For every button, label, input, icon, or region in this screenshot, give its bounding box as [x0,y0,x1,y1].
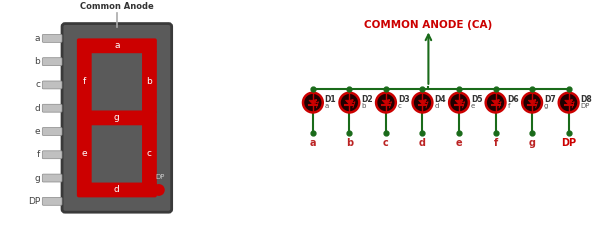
Text: D7: D7 [544,95,556,104]
FancyBboxPatch shape [42,128,62,136]
Text: COMMON ANODE (CA): COMMON ANODE (CA) [364,20,493,30]
Text: d: d [114,185,120,195]
Text: D1: D1 [325,95,336,104]
Polygon shape [419,100,427,105]
Text: f: f [82,77,86,86]
FancyBboxPatch shape [42,174,62,182]
Text: e: e [471,103,475,109]
Polygon shape [528,100,536,105]
Text: DP: DP [28,197,41,206]
Text: g: g [544,103,548,109]
Text: f: f [493,138,498,148]
Polygon shape [345,100,353,105]
Text: f: f [507,103,510,109]
Polygon shape [309,100,317,105]
Text: b: b [147,77,152,86]
FancyBboxPatch shape [142,50,157,114]
Text: a: a [35,34,41,43]
Text: b: b [346,138,353,148]
Circle shape [339,93,359,112]
Polygon shape [491,100,499,105]
Text: a: a [310,138,316,148]
FancyBboxPatch shape [62,24,171,212]
Text: b: b [35,57,41,66]
Text: DP: DP [561,138,576,148]
Text: DP: DP [155,174,164,180]
FancyBboxPatch shape [77,122,92,185]
Circle shape [376,93,396,112]
Text: a: a [325,103,329,109]
Text: c: c [147,149,152,158]
Text: f: f [37,150,41,159]
FancyBboxPatch shape [142,122,157,185]
Text: b: b [361,103,365,109]
Text: g: g [528,138,536,148]
Circle shape [303,93,323,112]
Text: c: c [398,103,402,109]
Circle shape [522,93,542,112]
Polygon shape [455,100,463,105]
Circle shape [485,93,505,112]
Text: D4: D4 [435,95,446,104]
Text: e: e [35,127,41,136]
FancyBboxPatch shape [42,151,62,159]
Circle shape [153,184,165,196]
Text: g: g [114,113,120,122]
Text: D6: D6 [507,95,519,104]
Polygon shape [382,100,390,105]
Text: e: e [81,149,87,158]
Text: DP: DP [581,103,590,109]
FancyBboxPatch shape [77,183,157,197]
FancyBboxPatch shape [77,111,157,125]
Text: D8: D8 [581,95,592,104]
Text: c: c [383,138,389,148]
Text: e: e [456,138,462,148]
Circle shape [413,93,432,112]
Text: g: g [35,174,41,183]
FancyBboxPatch shape [77,50,92,114]
Text: D2: D2 [361,95,373,104]
FancyBboxPatch shape [42,197,62,205]
FancyBboxPatch shape [42,35,62,42]
FancyBboxPatch shape [42,58,62,66]
Text: d: d [435,103,439,109]
FancyBboxPatch shape [77,38,157,53]
FancyBboxPatch shape [42,104,62,112]
Polygon shape [565,100,573,105]
Circle shape [449,93,469,112]
FancyBboxPatch shape [42,81,62,89]
Text: d: d [35,104,41,113]
Circle shape [559,93,579,112]
Text: D3: D3 [398,95,410,104]
Text: c: c [35,80,41,89]
Text: D5: D5 [471,95,482,104]
Text: Common Anode: Common Anode [80,2,154,11]
Text: a: a [114,41,119,50]
Text: d: d [419,138,426,148]
